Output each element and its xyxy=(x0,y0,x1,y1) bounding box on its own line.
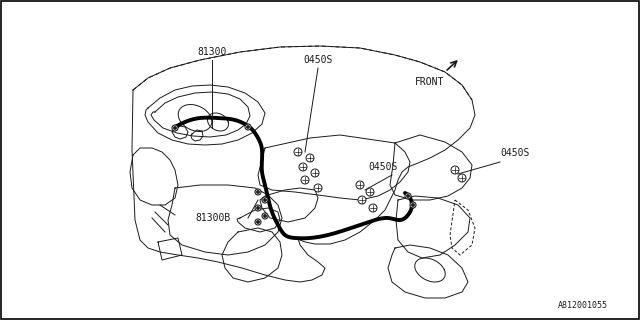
Text: A812001055: A812001055 xyxy=(558,301,608,310)
Circle shape xyxy=(255,189,261,195)
Circle shape xyxy=(245,124,251,130)
Circle shape xyxy=(412,204,414,206)
Text: 81300B: 81300B xyxy=(195,213,230,223)
Circle shape xyxy=(410,202,416,208)
Text: 0450S: 0450S xyxy=(303,55,333,65)
Circle shape xyxy=(262,197,268,203)
Circle shape xyxy=(172,125,178,131)
Circle shape xyxy=(294,148,302,156)
Circle shape xyxy=(451,166,459,174)
Circle shape xyxy=(264,199,266,201)
Circle shape xyxy=(264,215,266,217)
Circle shape xyxy=(407,195,409,197)
Circle shape xyxy=(369,204,377,212)
Circle shape xyxy=(255,205,261,211)
Circle shape xyxy=(306,154,314,162)
Circle shape xyxy=(247,126,249,128)
Circle shape xyxy=(311,169,319,177)
Circle shape xyxy=(257,221,259,223)
Circle shape xyxy=(358,196,366,204)
Circle shape xyxy=(314,184,322,192)
Circle shape xyxy=(299,163,307,171)
Circle shape xyxy=(366,188,374,196)
Circle shape xyxy=(255,219,261,225)
Circle shape xyxy=(262,213,268,219)
Circle shape xyxy=(458,174,466,182)
Circle shape xyxy=(301,176,309,184)
Text: 0450S: 0450S xyxy=(500,148,529,158)
Circle shape xyxy=(174,127,176,129)
Circle shape xyxy=(257,207,259,209)
Circle shape xyxy=(356,181,364,189)
Text: 0450S: 0450S xyxy=(368,162,397,172)
Text: 81300: 81300 xyxy=(197,47,227,57)
Circle shape xyxy=(257,191,259,193)
Text: FRONT: FRONT xyxy=(415,77,444,87)
Circle shape xyxy=(405,193,411,199)
